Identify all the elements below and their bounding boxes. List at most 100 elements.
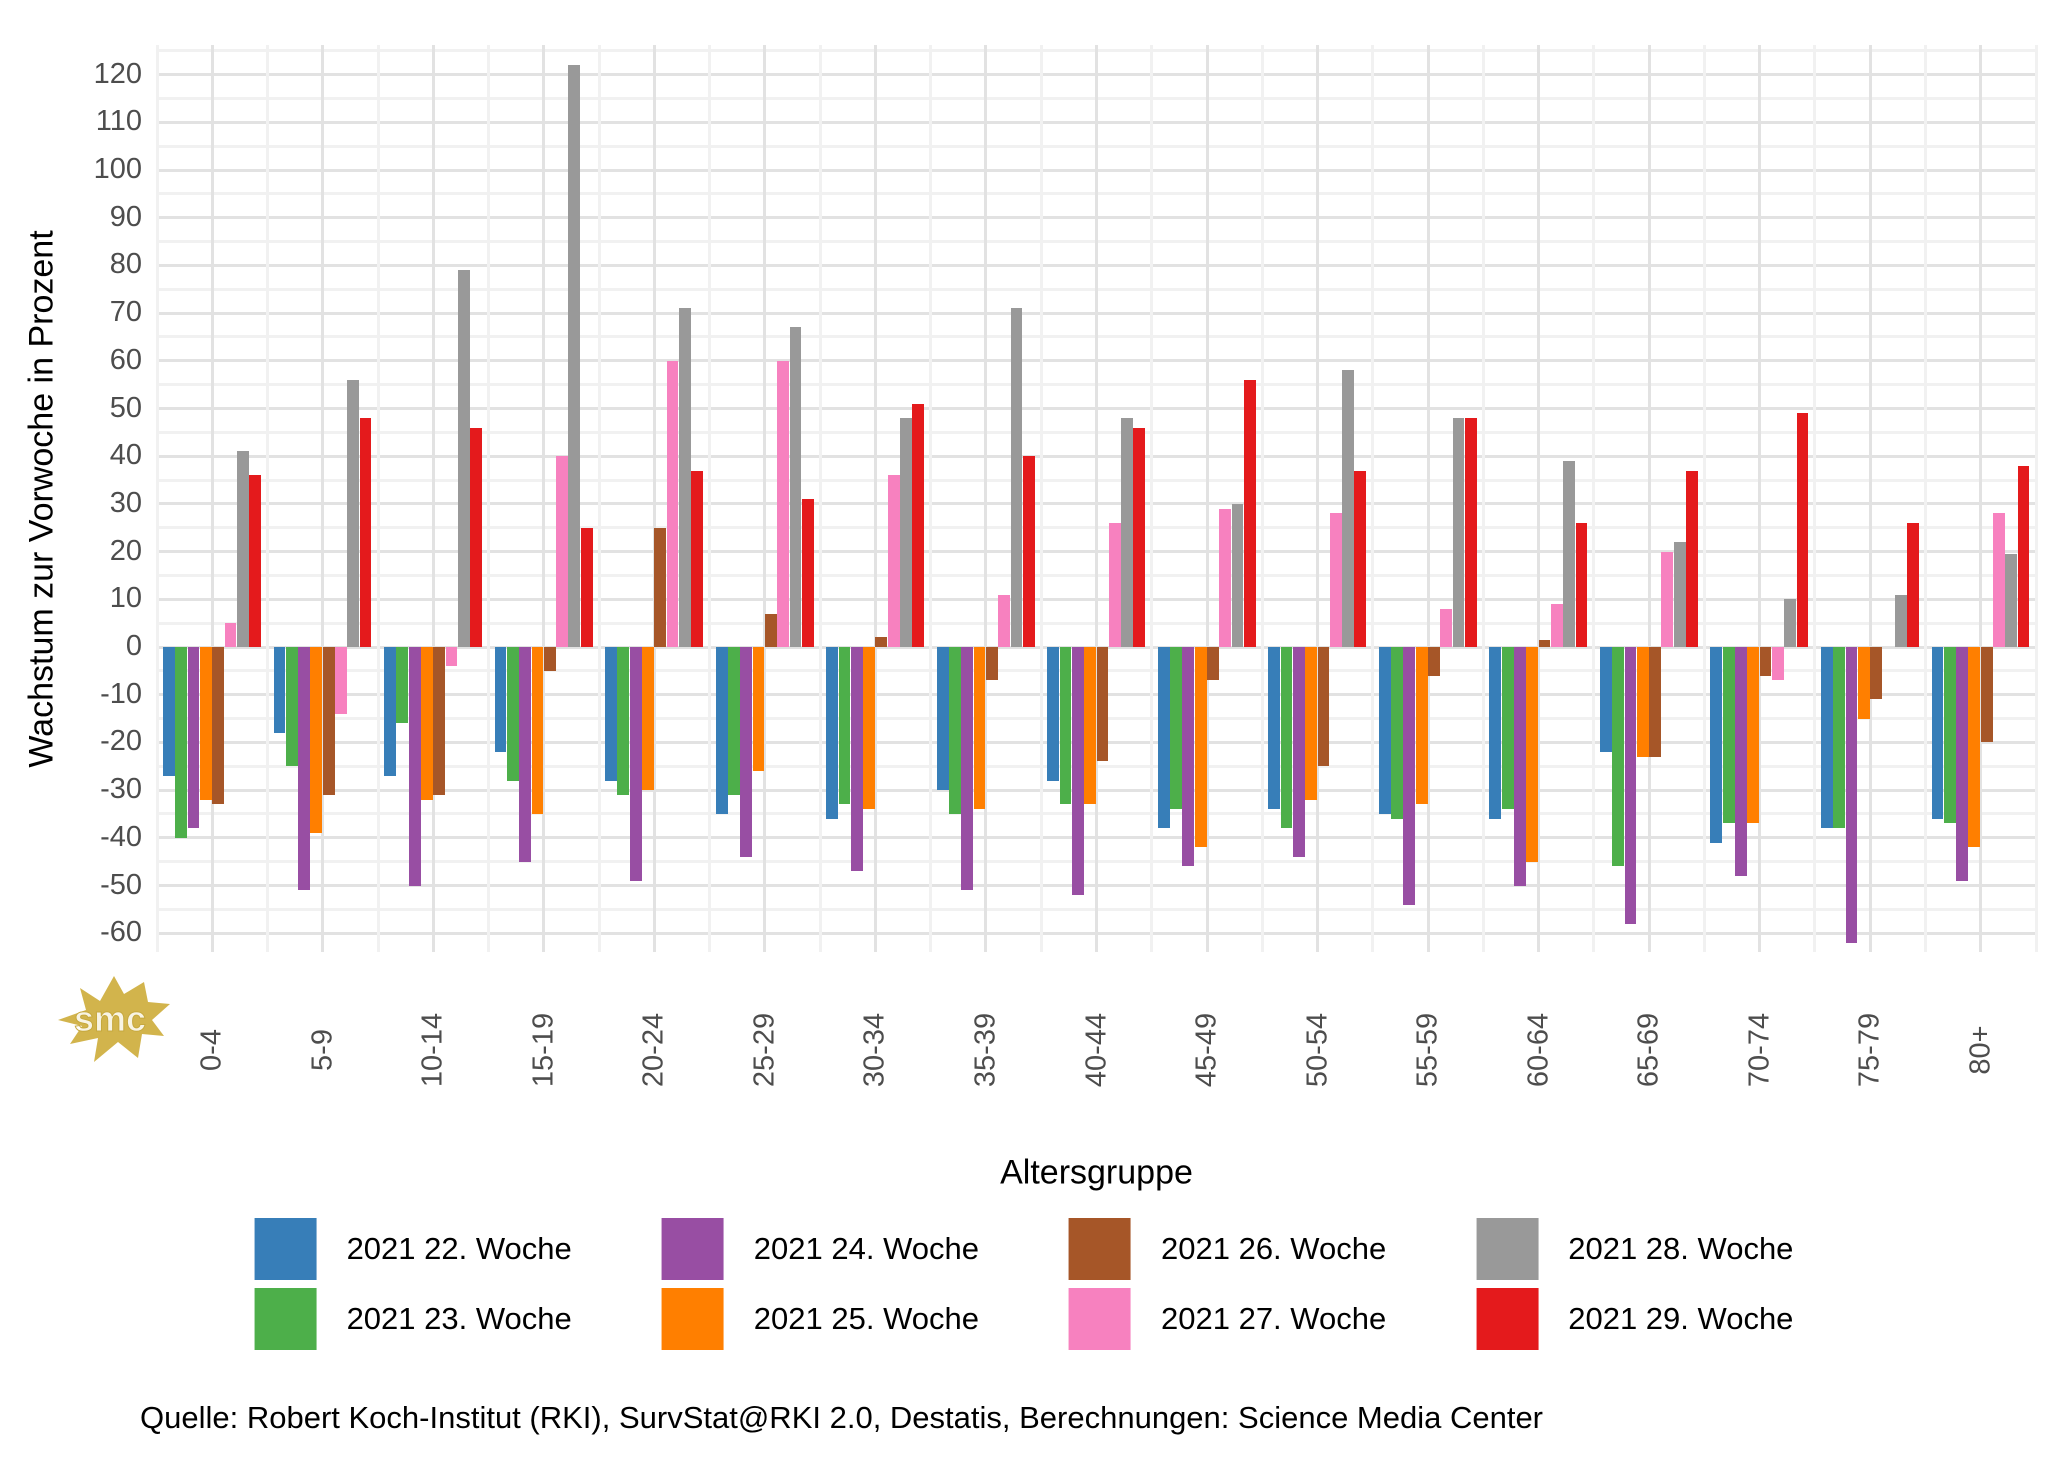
- bar-40-44-2021_27._Woche: [1108, 522, 1121, 647]
- gridline-v-center-7: [984, 45, 988, 952]
- bar-0-4-2021_28._Woche: [236, 451, 249, 647]
- bar-40-44-2021_28._Woche: [1121, 418, 1133, 647]
- x-tick-label-0-4: 0-4: [195, 1029, 228, 1071]
- bar-10-14-2021_29._Woche: [470, 427, 482, 647]
- gridline-v-center-6: [873, 45, 877, 952]
- gridline-v-center-3: [542, 45, 546, 952]
- plot-panel: [155, 45, 2038, 952]
- gridline-v-boundary-0: [155, 45, 159, 952]
- gridline-v-center-2: [431, 45, 435, 952]
- bar-10-14-2021_28._Woche: [457, 270, 470, 647]
- bar-0-4-2021_29._Woche: [249, 475, 261, 647]
- bar-50-54-2021_24._Woche: [1292, 647, 1305, 857]
- x-tick-label-75-79: 75-79: [1853, 1012, 1886, 1088]
- bar-15-19-2021_29._Woche: [580, 527, 593, 647]
- bar-30-34-2021_26._Woche: [875, 637, 888, 647]
- y-tick-label--60: -60: [100, 916, 142, 949]
- bar-25-29-2021_22._Woche: [715, 647, 728, 814]
- bar-65-69-2021_22._Woche: [1599, 647, 1612, 752]
- gridline-v-boundary-11: [1371, 45, 1375, 952]
- bar-50-54-2021_22._Woche: [1268, 647, 1281, 810]
- x-tick-label-40-44: 40-44: [1080, 1012, 1112, 1088]
- legend-item-2021_26._Woche: 2021 26. Woche: [1069, 1218, 1386, 1280]
- bar-20-24-2021_22._Woche: [605, 647, 617, 781]
- legend-item-2021_28._Woche: 2021 28. Woche: [1476, 1218, 1793, 1280]
- bar-60-64-2021_26._Woche: [1538, 639, 1551, 647]
- gridline-v-boundary-6: [818, 45, 822, 952]
- bar-60-64-2021_29._Woche: [1575, 522, 1588, 647]
- legend-label: 2021 22. Woche: [346, 1231, 572, 1266]
- bar-0-4-2021_27._Woche: [224, 623, 237, 647]
- bar-65-69-2021_29._Woche: [1686, 470, 1698, 647]
- bar-80+-2021_29._Woche: [2017, 465, 2030, 647]
- bar-40-44-2021_29._Woche: [1133, 427, 1146, 647]
- bar-15-19-2021_24._Woche: [519, 647, 532, 862]
- gridline-v-boundary-2: [376, 45, 380, 952]
- source-attribution: Quelle: Robert Koch-Institut (RKI), Surv…: [140, 1400, 1544, 1435]
- bar-60-64-2021_25._Woche: [1526, 647, 1539, 862]
- legend-swatch: [661, 1288, 724, 1350]
- bar-45-49-2021_28._Woche: [1231, 503, 1244, 647]
- gridline-v-center-13: [1647, 45, 1651, 952]
- y-tick-label-70: 70: [109, 296, 142, 329]
- y-tick-label-110: 110: [95, 105, 142, 138]
- bar-40-44-2021_24._Woche: [1071, 647, 1084, 896]
- gridline-v-center-12: [1537, 45, 1541, 952]
- bar-75-79-2021_29._Woche: [1907, 522, 1919, 647]
- bar-45-49-2021_29._Woche: [1243, 379, 1256, 647]
- gridline-v-boundary-12: [1481, 45, 1485, 952]
- legend-swatch: [661, 1218, 724, 1280]
- legend-label: 2021 29. Woche: [1568, 1301, 1794, 1336]
- bar-5-9-2021_26._Woche: [322, 647, 335, 795]
- legend-label: 2021 23. Woche: [346, 1301, 572, 1336]
- bar-55-59-2021_28._Woche: [1452, 418, 1465, 647]
- gridline-v-boundary-4: [597, 45, 601, 952]
- bar-70-74-2021_26._Woche: [1759, 647, 1772, 676]
- bar-80+-2021_28._Woche: [2005, 553, 2018, 647]
- x-tick-label-55-59: 55-59: [1411, 1012, 1444, 1088]
- bar-15-19-2021_22._Woche: [494, 647, 507, 752]
- bar-45-49-2021_22._Woche: [1157, 647, 1170, 829]
- bar-30-34-2021_23._Woche: [838, 647, 851, 805]
- y-tick-label-90: 90: [109, 200, 142, 233]
- y-tick-label-100: 100: [93, 153, 142, 185]
- bar-5-9-2021_22._Woche: [273, 647, 286, 733]
- bar-0-4-2021_26._Woche: [212, 647, 225, 805]
- legend-swatch: [254, 1288, 317, 1350]
- gridline-v-boundary-1: [266, 45, 270, 952]
- legend-item-2021_29._Woche: 2021 29. Woche: [1476, 1288, 1793, 1350]
- legend-item-2021_22._Woche: 2021 22. Woche: [254, 1218, 572, 1280]
- legend-swatch: [254, 1218, 317, 1280]
- bar-10-14-2021_27._Woche: [445, 647, 458, 667]
- gridline-v-center-1: [321, 45, 325, 952]
- y-tick-label--30: -30: [100, 773, 142, 806]
- bar-15-19-2021_27._Woche: [556, 456, 568, 647]
- bar-65-69-2021_24._Woche: [1624, 647, 1637, 924]
- bar-40-44-2021_22._Woche: [1047, 647, 1060, 781]
- bar-25-29-2021_28._Woche: [789, 327, 802, 647]
- legend-swatch: [1476, 1218, 1539, 1280]
- gridline-v-boundary-3: [487, 45, 491, 952]
- bar-75-79-2021_28._Woche: [1894, 594, 1907, 647]
- bar-45-49-2021_25._Woche: [1194, 647, 1207, 848]
- bar-35-39-2021_22._Woche: [936, 647, 949, 791]
- bar-80+-2021_26._Woche: [1980, 647, 1993, 743]
- bar-25-29-2021_27._Woche: [777, 360, 789, 647]
- bar-20-24-2021_28._Woche: [678, 308, 691, 647]
- y-tick-label-60: 60: [109, 343, 142, 376]
- legend-label: 2021 25. Woche: [753, 1301, 979, 1336]
- bar-70-74-2021_25._Woche: [1747, 647, 1760, 824]
- x-tick-label-65-69: 65-69: [1632, 1012, 1665, 1088]
- y-tick-label-80: 80: [109, 248, 142, 281]
- bar-10-14-2021_22._Woche: [384, 647, 396, 776]
- bar-75-79-2021_26._Woche: [1870, 647, 1882, 700]
- bar-30-34-2021_28._Woche: [900, 418, 912, 647]
- bar-45-49-2021_27._Woche: [1219, 508, 1232, 647]
- bar-35-39-2021_29._Woche: [1022, 456, 1035, 647]
- bar-60-64-2021_24._Woche: [1514, 647, 1526, 886]
- bar-5-9-2021_24._Woche: [298, 647, 310, 891]
- x-tick-label-15-19: 15-19: [527, 1012, 560, 1088]
- legend-label: 2021 28. Woche: [1568, 1231, 1794, 1266]
- bar-70-74-2021_29._Woche: [1796, 413, 1809, 647]
